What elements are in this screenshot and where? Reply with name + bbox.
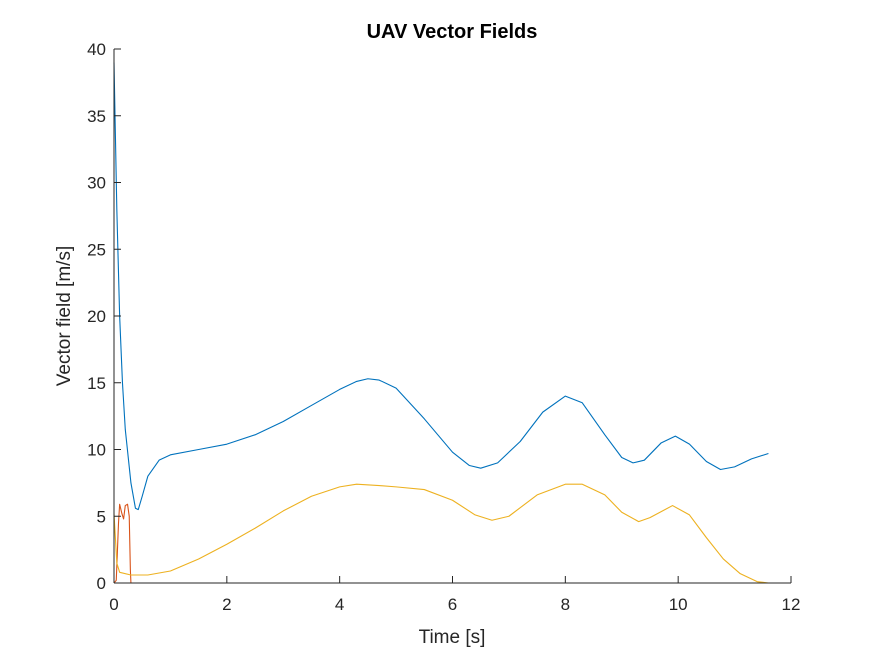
chart-title: UAV Vector Fields xyxy=(367,21,538,43)
x-tick-label: 8 xyxy=(561,595,570,614)
x-tick-label: 0 xyxy=(109,595,118,614)
x-tick-label: 2 xyxy=(222,595,231,614)
series-line-2 xyxy=(113,503,769,584)
y-tick-label: 40 xyxy=(87,40,106,59)
x-tick-label: 12 xyxy=(782,595,801,614)
y-tick-label: 20 xyxy=(87,307,106,326)
x-tick-label: 6 xyxy=(448,595,457,614)
series-line-3 xyxy=(113,483,769,584)
plot-area: 0 2 4 6 8 10 12 0 5 10 15 20 25 30 35 40 xyxy=(87,40,800,614)
y-tick-label: 0 xyxy=(97,574,106,593)
y-tick-label: 15 xyxy=(87,374,106,393)
series-line-1 xyxy=(113,62,769,511)
x-tick-label: 4 xyxy=(335,595,344,614)
y-tick-label: 30 xyxy=(87,174,106,193)
x-axis-label: Time [s] xyxy=(419,627,486,648)
y-axis-label: Vector field [m/s] xyxy=(54,246,75,386)
y-tick-label: 5 xyxy=(97,507,106,526)
y-tick-label: 35 xyxy=(87,107,106,126)
y-tick-label: 10 xyxy=(87,441,106,460)
y-tick-label: 25 xyxy=(87,240,106,259)
x-tick-label: 10 xyxy=(669,595,688,614)
